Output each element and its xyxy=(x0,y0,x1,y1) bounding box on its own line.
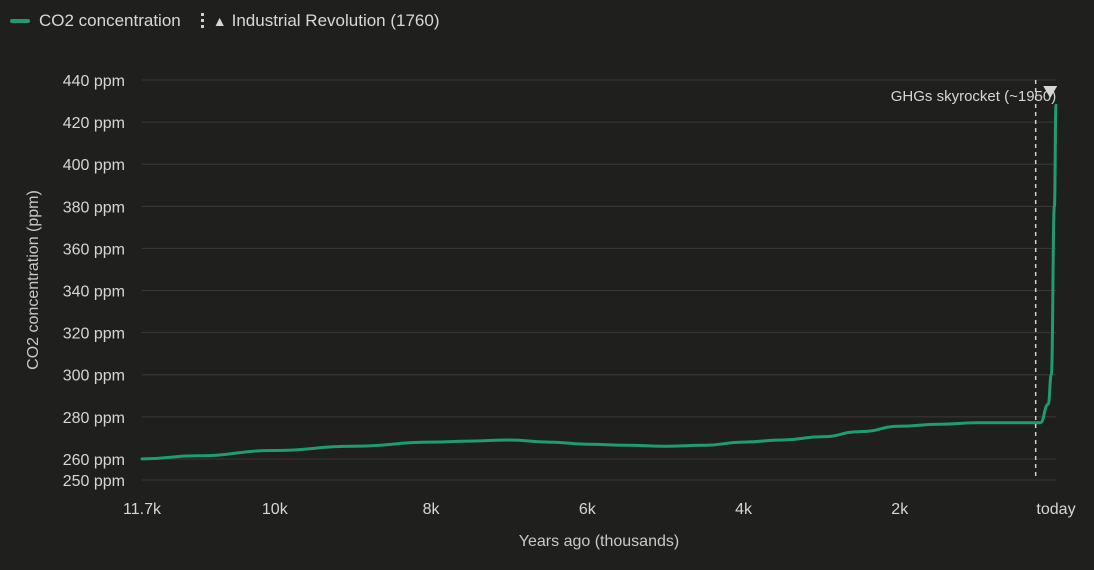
grid-lines xyxy=(142,79,1056,481)
legend-label-industrial-revolution: Industrial Revolution (1760) xyxy=(231,11,440,30)
y-tick-label: 420 ppm xyxy=(63,115,125,132)
triangle-down-icon xyxy=(1043,86,1058,98)
triangle-up-icon: ▲ xyxy=(212,13,227,29)
x-tick-label: 8k xyxy=(423,501,441,518)
x-tick-label: 10k xyxy=(262,501,289,518)
y-tick-label: 380 ppm xyxy=(63,199,125,216)
legend-line-swatch xyxy=(10,19,30,23)
x-tick-label: 11.7k xyxy=(123,501,162,518)
x-axis-ticks: 11.7k 10k 8k 6k 4k 2k today xyxy=(123,501,1076,518)
legend-item-industrial-revolution[interactable]: ▲ Industrial Revolution (1760) xyxy=(200,11,440,31)
legend-item-co2[interactable]: CO2 concentration xyxy=(10,11,181,31)
y-tick-label: 440 ppm xyxy=(63,73,125,90)
legend-label-co2: CO2 concentration xyxy=(39,11,181,30)
y-tick-label: 340 ppm xyxy=(63,284,125,301)
x-tick-label: today xyxy=(1036,501,1075,518)
y-tick-label: 400 ppm xyxy=(63,157,125,174)
y-tick-label: 300 ppm xyxy=(63,368,125,385)
y-axis-label: CO2 concentration (ppm) xyxy=(25,190,42,370)
x-tick-label: 2k xyxy=(891,501,909,518)
y-tick-label: 280 ppm xyxy=(63,410,125,427)
x-axis-label: Years ago (thousands) xyxy=(519,533,679,550)
chart-legend: CO2 concentration ▲ Industrial Revolutio… xyxy=(10,11,440,31)
y-tick-label: 360 ppm xyxy=(63,241,125,258)
annotation-ghgs-skyrocket: GHGs skyrocket (~1950) xyxy=(891,88,1056,105)
series-line-co2 xyxy=(140,103,1058,461)
legend-dashed-swatch xyxy=(200,13,204,29)
y-tick-label: 260 ppm xyxy=(63,452,125,469)
x-tick-label: 6k xyxy=(579,501,597,518)
x-tick-label: 4k xyxy=(735,501,753,518)
y-tick-label: 320 ppm xyxy=(63,326,125,343)
y-axis-ticks: 250 ppm 260 ppm 280 ppm 300 ppm 320 ppm 340 p… xyxy=(63,73,125,490)
y-tick-label: 250 ppm xyxy=(63,473,125,490)
